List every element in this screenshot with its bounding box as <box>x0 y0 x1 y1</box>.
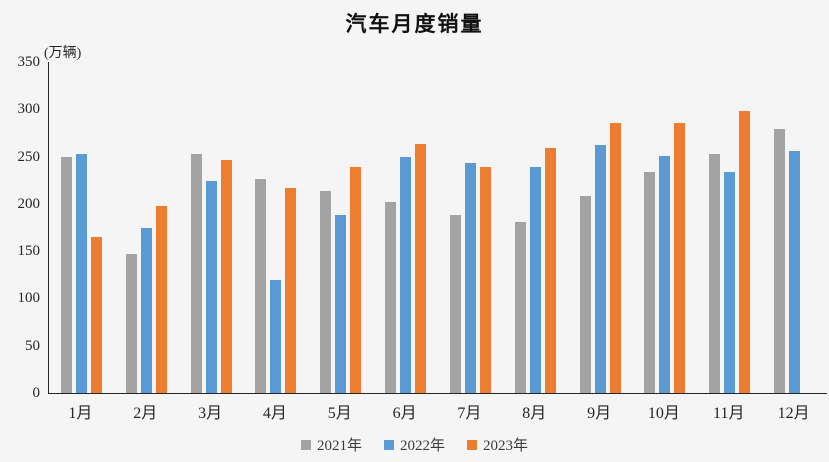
bar <box>155 205 167 393</box>
y-axis-unit-label: (万辆) <box>44 46 82 61</box>
bar <box>400 156 412 393</box>
bar <box>529 166 541 393</box>
x-axis-label: 11月 <box>713 405 745 422</box>
bar <box>220 160 232 393</box>
legend-swatch-icon <box>383 439 394 450</box>
x-axis-label: 9月 <box>587 405 612 422</box>
legend-item: 2022年 <box>383 434 445 455</box>
x-axis-labels: 1月 2月 3月 4月 5月 6月 7月 8月 9月 10月 11月 12月 <box>48 399 826 423</box>
y-tick-label: 100 <box>17 290 41 307</box>
x-axis-label: 6月 <box>392 405 417 422</box>
bar <box>320 190 332 393</box>
bar <box>90 236 102 393</box>
legend-swatch-icon <box>300 439 311 450</box>
x-axis-label: 10月 <box>647 405 680 422</box>
bar <box>190 153 202 393</box>
x-axis-label: 12月 <box>777 405 810 422</box>
bar <box>724 171 736 393</box>
bar <box>270 280 282 393</box>
bar <box>335 215 347 393</box>
legend-item: 2023年 <box>467 434 528 455</box>
bar <box>385 201 397 393</box>
bar <box>350 166 362 393</box>
bar <box>205 181 217 393</box>
bar <box>579 196 591 393</box>
x-axis-label: 1月 <box>68 405 93 422</box>
bar <box>774 129 786 393</box>
bar <box>479 166 491 393</box>
bar <box>514 221 526 393</box>
legend-label: 2021年 <box>316 438 362 454</box>
legend-swatch-icon <box>467 439 477 450</box>
bar <box>544 148 556 393</box>
legend-label: 2023年 <box>483 438 529 454</box>
bar <box>674 122 686 393</box>
bar <box>125 253 137 393</box>
bar <box>75 153 87 393</box>
y-tick-label: 200 <box>17 195 41 212</box>
bar <box>255 179 267 393</box>
y-tick-label: 350 <box>17 54 41 70</box>
x-axis-label: 2月 <box>133 405 158 422</box>
bar <box>449 215 461 393</box>
bar <box>140 227 152 393</box>
bar <box>789 150 801 393</box>
bar <box>415 144 427 393</box>
bar <box>609 122 621 393</box>
chart-title: 汽车月度销量 <box>345 12 484 36</box>
plot-area <box>48 62 827 394</box>
y-axis-tick-labels: 0 50 100 150 200 250 300 350 <box>0 54 41 401</box>
bar <box>285 187 297 393</box>
legend-item: 2021年 <box>300 434 362 455</box>
bar <box>594 145 606 393</box>
x-axis-label: 8月 <box>522 405 547 422</box>
x-axis-label: 3月 <box>198 405 223 422</box>
bar <box>709 153 721 393</box>
legend-label: 2022年 <box>399 438 445 454</box>
y-tick-label: 250 <box>17 148 41 165</box>
bar <box>464 163 476 393</box>
bar <box>60 156 72 393</box>
x-axis-label: 7月 <box>457 405 482 422</box>
y-tick-label: 50 <box>25 337 40 354</box>
bar <box>739 111 751 393</box>
y-tick-label: 300 <box>17 101 41 118</box>
x-axis-label: 4月 <box>262 405 287 422</box>
y-tick-label: 0 <box>32 385 41 401</box>
bar <box>659 155 671 393</box>
legend: 2021年 2022年 2023年 <box>0 434 829 455</box>
x-axis-label: 5月 <box>327 405 352 422</box>
y-tick-label: 150 <box>17 243 41 260</box>
bar <box>644 171 656 393</box>
